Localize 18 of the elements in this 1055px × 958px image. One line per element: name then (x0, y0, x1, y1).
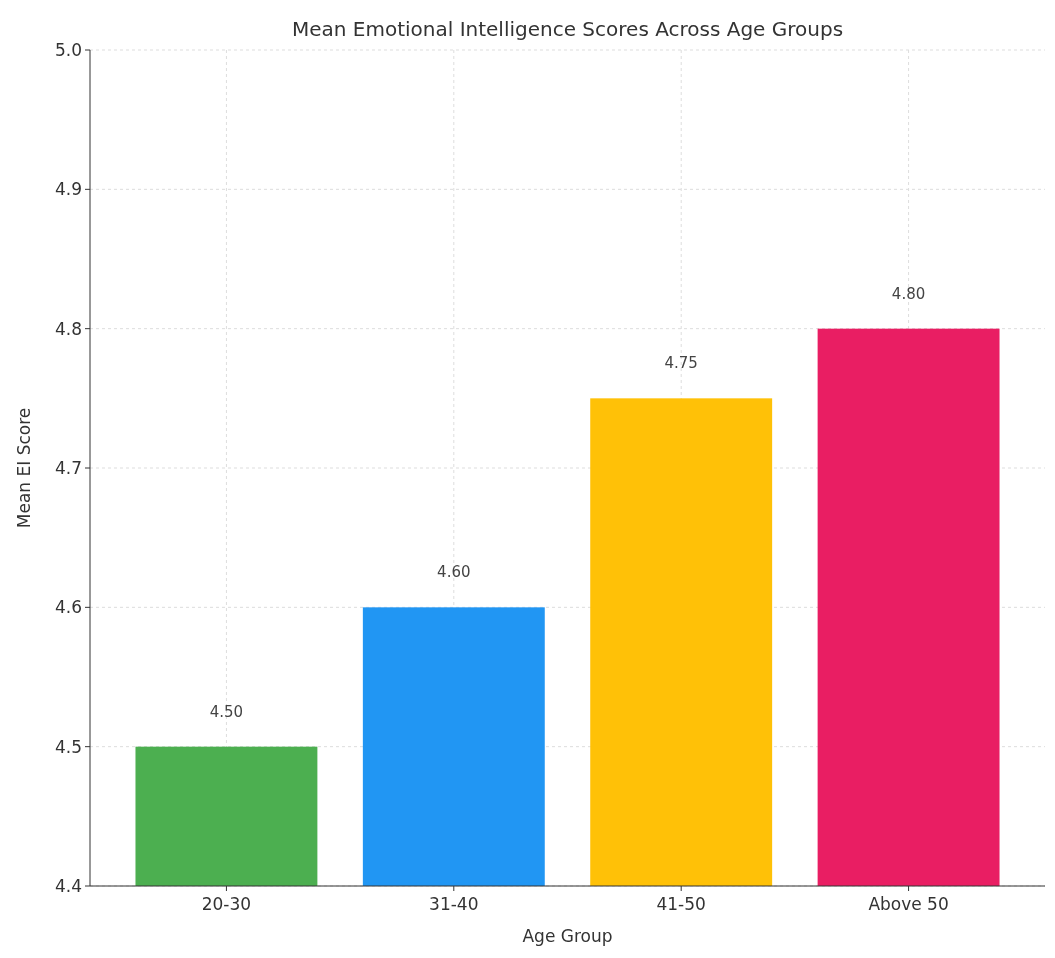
y-tick-label: 4.9 (54, 179, 82, 200)
x-tick-label: 41-50 (656, 894, 706, 914)
x-tick-label: 31-40 (429, 894, 479, 914)
x-axis-title: Age Group (522, 926, 613, 946)
data-label: 4.50 (209, 702, 244, 721)
x-tick-label: Above 50 (868, 894, 949, 914)
y-axis-title: Mean EI Score (14, 407, 34, 529)
y-tick-label: 4.4 (54, 875, 82, 896)
data-label: 4.80 (891, 284, 926, 303)
x-tick-label: 20-30 (201, 894, 252, 914)
data-label: 4.75 (664, 354, 698, 373)
chart-title: Mean Emotional Intelligence Scores Across Age Groups (291, 17, 844, 41)
y-tick-label: 4.5 (54, 736, 82, 757)
y-tick-label: 4.6 (54, 597, 82, 618)
y-tick-label: 5.0 (54, 39, 82, 60)
y-tick-label: 4.7 (54, 457, 82, 478)
data-label: 4.60 (437, 563, 471, 582)
y-tick-label: 4.8 (54, 318, 82, 339)
